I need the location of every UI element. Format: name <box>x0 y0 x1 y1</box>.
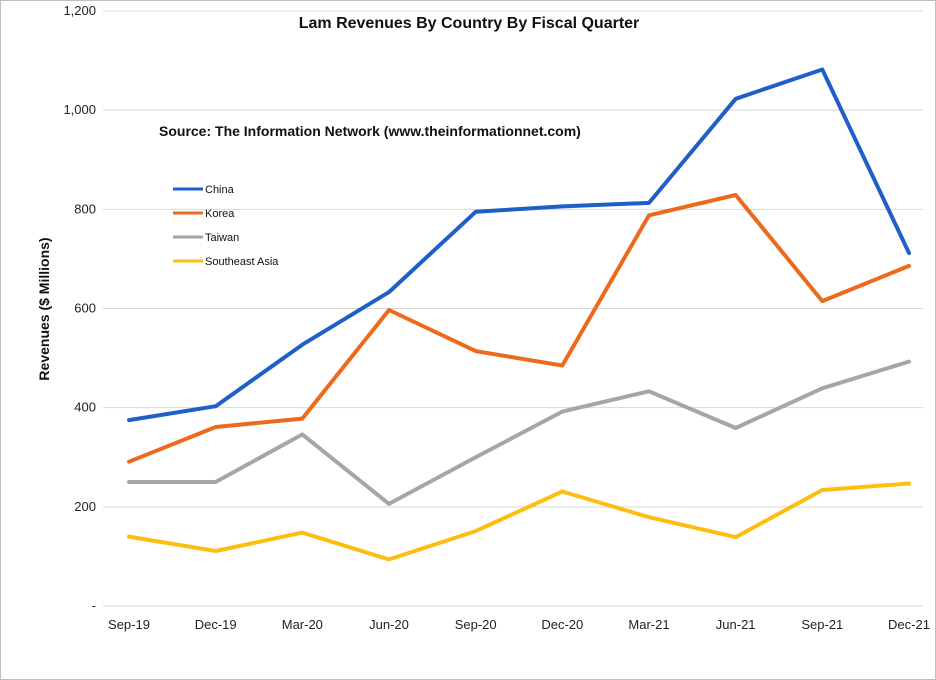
x-tick-label: Sep-20 <box>455 617 497 632</box>
y-axis-ticks: - 200 400 600 800 1,000 1,200 <box>63 3 96 613</box>
x-tick-label: Sep-19 <box>108 617 150 632</box>
gridlines <box>103 10 923 607</box>
y-tick-label: 400 <box>74 400 96 415</box>
legend: China Korea Taiwan Southeast Asia <box>173 184 279 268</box>
chart-subtitle: Source: The Information Network (www.the… <box>159 123 581 139</box>
y-tick-label: 1,200 <box>63 3 96 18</box>
series-line-taiwan <box>127 359 911 506</box>
y-axis-label: Revenues ($ Millions) <box>36 237 52 380</box>
x-tick-label: Jun-20 <box>369 617 409 632</box>
y-tick-label: 1,000 <box>63 102 96 117</box>
x-tick-label: Mar-21 <box>628 617 669 632</box>
legend-label: Taiwan <box>205 232 239 244</box>
x-axis-ticks: Sep-19 Dec-19 Mar-20 Jun-20 Sep-20 Dec-20 Mar-… <box>108 617 930 632</box>
x-tick-label: Jun-21 <box>716 617 756 632</box>
legend-label: China <box>205 184 235 196</box>
series-line-southeast-asia <box>127 481 911 562</box>
series-line-china <box>127 67 911 423</box>
x-tick-label: Mar-20 <box>282 617 323 632</box>
chart-title: Lam Revenues By Country By Fiscal Quarte… <box>299 15 640 32</box>
y-tick-label: 800 <box>74 201 96 216</box>
y-tick-label: 600 <box>74 301 96 316</box>
legend-label: Southeast Asia <box>205 256 279 268</box>
series-line-korea <box>127 193 911 464</box>
x-tick-label: Sep-21 <box>801 617 843 632</box>
series-lines <box>127 67 911 562</box>
y-tick-label: - <box>92 598 96 613</box>
x-tick-label: Dec-19 <box>195 617 237 632</box>
legend-label: Korea <box>205 208 235 220</box>
x-tick-label: Dec-20 <box>541 617 583 632</box>
x-tick-label: Dec-21 <box>888 617 930 632</box>
y-tick-label: 200 <box>74 499 96 514</box>
